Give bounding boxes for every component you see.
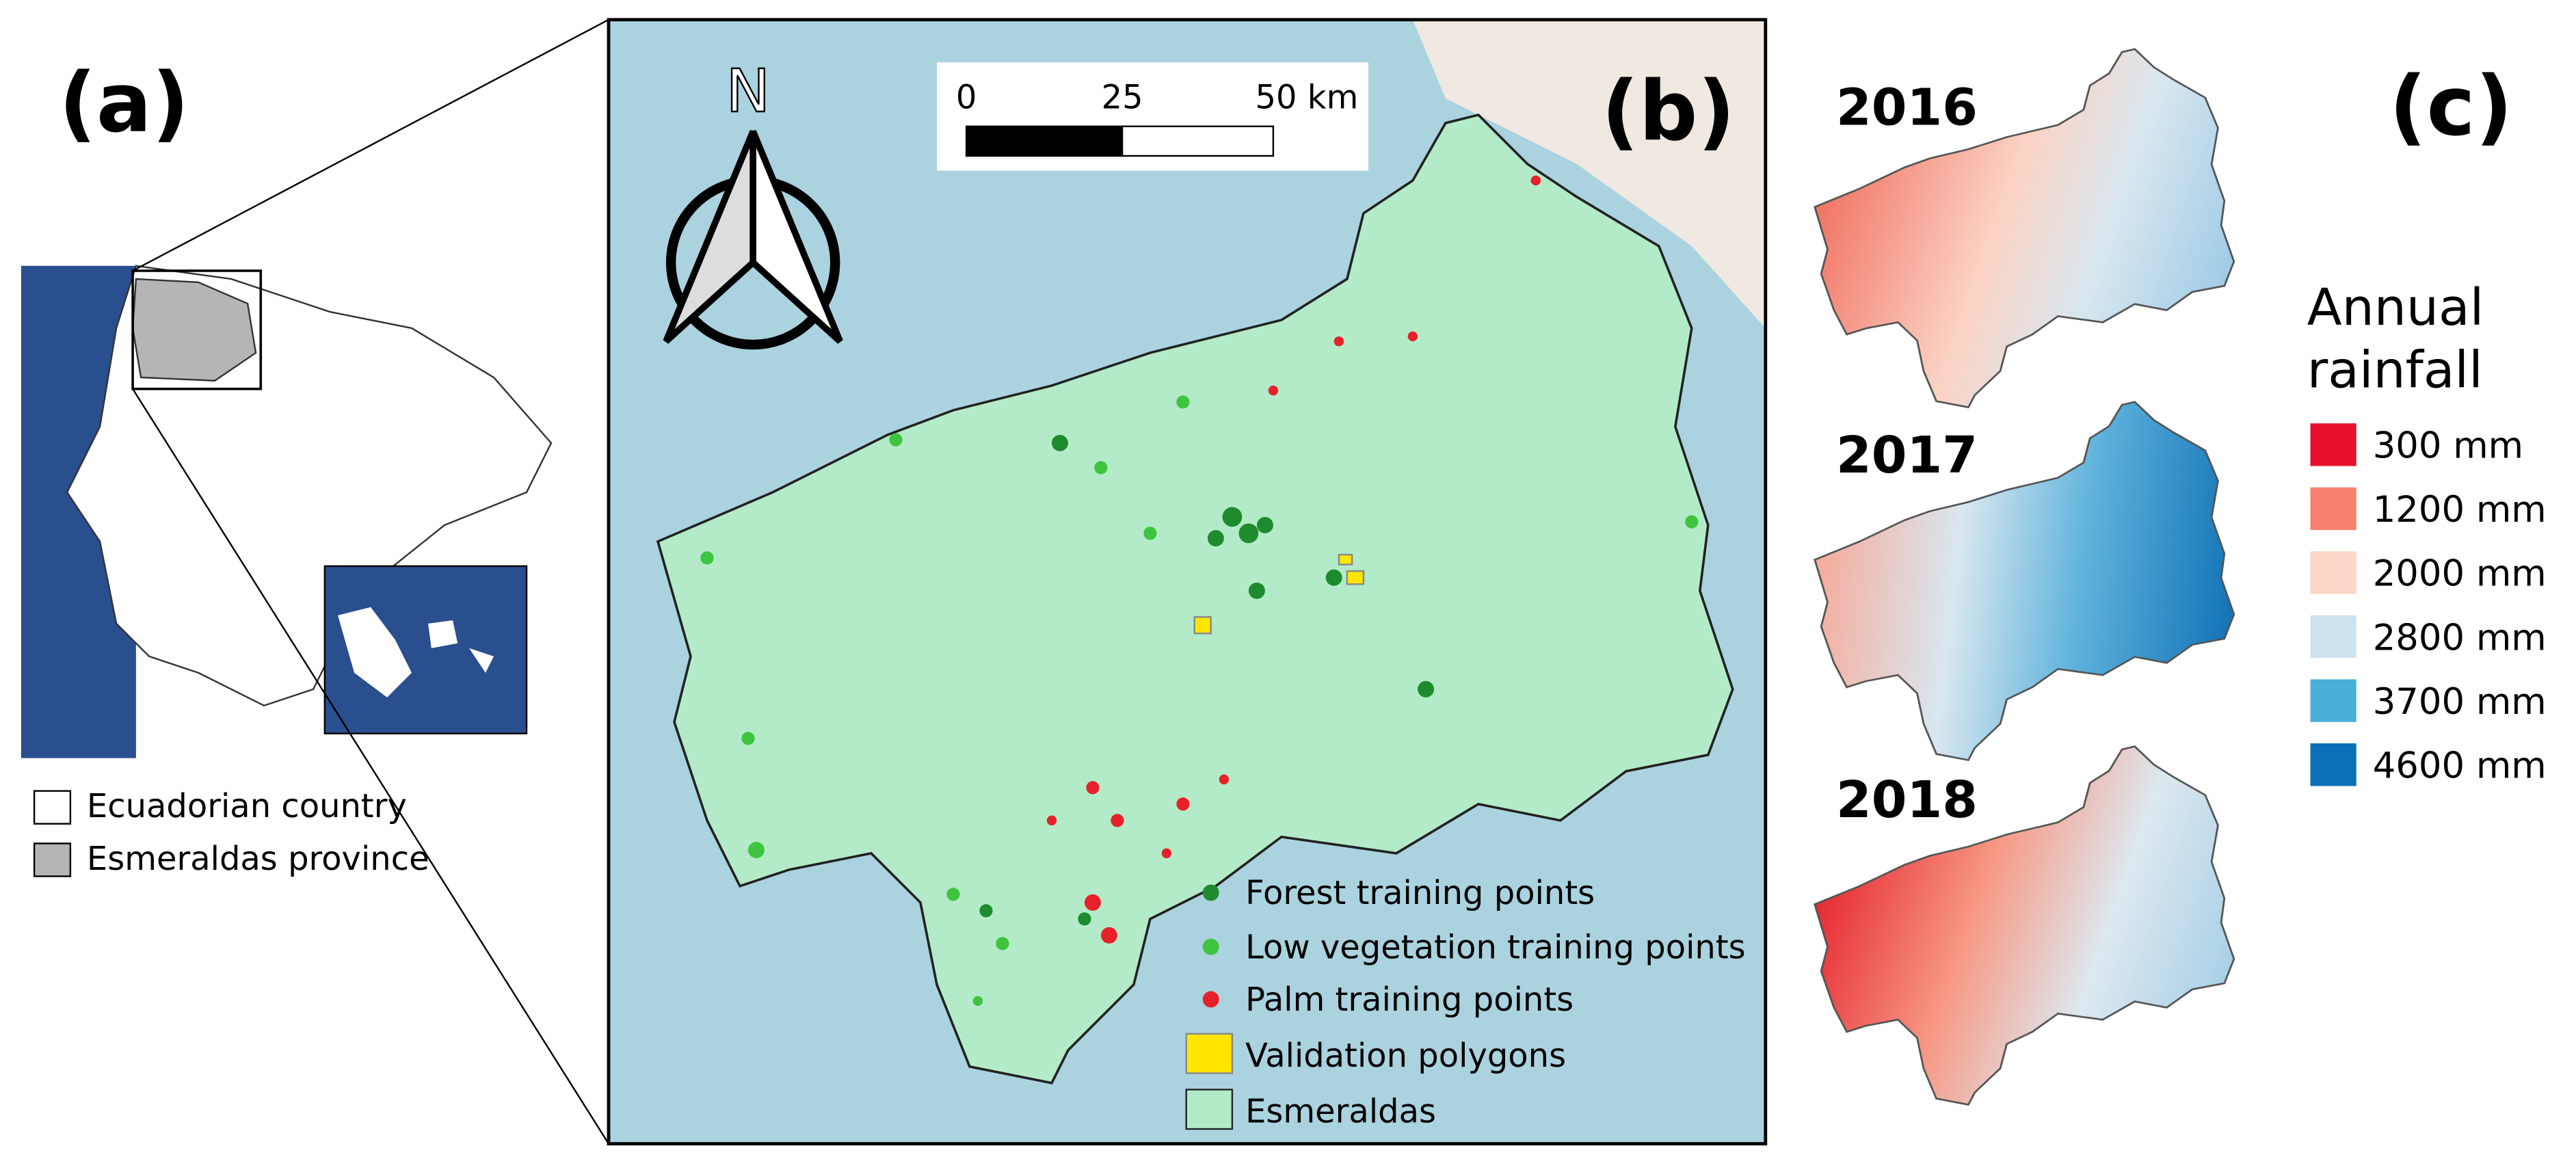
legend-label: 300 mm — [2373, 425, 2523, 467]
legend-swatch — [2310, 679, 2356, 722]
scale-bar — [1121, 125, 1275, 157]
scale-label: 25 — [1102, 78, 1143, 116]
north-label: N — [726, 57, 771, 126]
legend-swatch — [2310, 423, 2356, 466]
low-veg-points — [700, 395, 1699, 1007]
legend-swatch — [33, 790, 72, 825]
legend-label: 2800 mm — [2373, 617, 2547, 659]
legend-title: Annual — [2307, 278, 2484, 337]
panel-label: (a) — [59, 56, 189, 151]
panel-c: 2016 2017 2018 (c) Annual rainfall 300 m… — [1814, 48, 2547, 1106]
inset-box — [131, 269, 263, 390]
panel-label: (b) — [1602, 64, 1736, 159]
legend-label: Esmeraldas — [1245, 1092, 1436, 1130]
legend-swatch — [2310, 551, 2356, 594]
connector — [132, 388, 610, 1145]
palm-points — [1046, 175, 1541, 944]
validation-polygons — [1193, 553, 1365, 635]
legend-label: 3700 mm — [2373, 681, 2547, 723]
legend-label: 4600 mm — [2373, 745, 2547, 786]
legend-label: Esmeraldas province — [87, 840, 429, 878]
legend-label: Validation polygons — [1245, 1037, 1566, 1075]
legend-swatch — [2310, 487, 2356, 531]
scale-label: 0 — [956, 78, 977, 116]
panel-label: (c) — [2389, 59, 2513, 155]
legend-swatch — [1185, 1089, 1234, 1130]
compass-right — [749, 130, 843, 344]
legend-label: 2000 mm — [2373, 553, 2547, 595]
panel-a: (a) Ecuadorian country Esmeraldas provin… — [21, 18, 610, 1145]
scale-label: 50 km — [1256, 78, 1359, 116]
legend-label: Ecuadorian country — [87, 787, 407, 825]
legend-label: Low vegetation training points — [1245, 928, 1746, 966]
legend-label: 1200 mm — [2373, 489, 2547, 531]
legend-swatch — [1202, 938, 1219, 955]
rainfall-legend: 300 mm 1200 mm 2000 mm 2800 mm 3700 mm 4600 m… — [2310, 423, 2547, 786]
land — [1412, 19, 1766, 328]
galapagos — [338, 607, 494, 697]
forest-points — [979, 434, 1435, 926]
year-label: 2018 — [1836, 770, 1978, 829]
legend-swatch — [2310, 615, 2356, 659]
panel-b: N 0 25 50 km (b) Forest training points … — [607, 18, 1768, 1146]
legend-label: Forest training points — [1245, 874, 1595, 912]
legend-swatch — [1202, 884, 1219, 901]
year-label: 2017 — [1836, 425, 1978, 485]
legend-label: Palm training points — [1245, 981, 1574, 1019]
connector — [132, 18, 609, 272]
legend-swatch — [1185, 1033, 1234, 1074]
year-label: 2016 — [1836, 77, 1978, 137]
legend-swatch — [2310, 743, 2356, 786]
legend-swatch — [1202, 991, 1219, 1008]
frame — [607, 18, 1768, 1146]
esmeraldas-shape — [131, 278, 257, 382]
legend-title: rainfall — [2307, 340, 2483, 399]
scale-bar — [965, 125, 1124, 157]
legend-swatch — [33, 842, 72, 877]
